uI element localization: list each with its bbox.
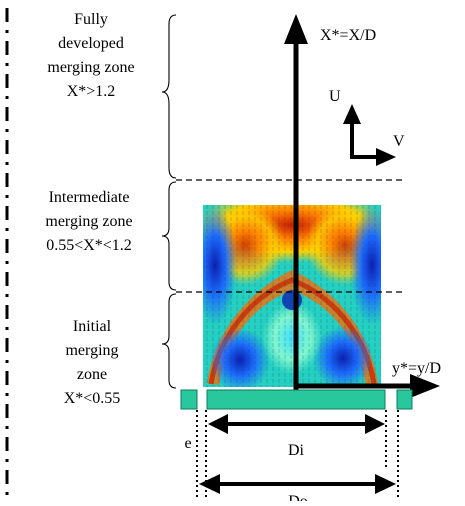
- zone-label-fully-developed: Fully developed merging zone X*>1.2: [47, 11, 134, 100]
- zone-3-line-4: X*<0.55: [64, 390, 121, 407]
- zone-3-line-1: Initial: [73, 318, 112, 335]
- y-axis-label: y*=y/D: [392, 360, 441, 377]
- nozzle-center: [206, 389, 386, 410]
- do-arrowhead-left: [199, 474, 220, 494]
- zone-3-line-3: zone: [77, 366, 107, 383]
- y-axis-arrowhead: [410, 374, 440, 398]
- zone-1-line-1: Fully: [74, 11, 108, 28]
- brace-intermediate: [161, 181, 177, 291]
- v-arrowhead: [376, 148, 396, 166]
- di-label: Di: [288, 442, 305, 459]
- u-arrowhead: [343, 104, 361, 124]
- nozzle-right: [396, 389, 413, 410]
- di-arrowhead-left: [208, 414, 228, 434]
- zone-2-line-3: 0.55<X*<1.2: [46, 237, 132, 254]
- e-label: e: [184, 435, 191, 452]
- do-label: Do: [288, 493, 308, 501]
- zone-2-line-1: Intermediate: [49, 189, 130, 206]
- brace-fully-developed: [161, 14, 177, 179]
- x-axis-arrowhead: [284, 14, 308, 44]
- u-label: U: [329, 88, 341, 105]
- zone-1-line-2: developed: [58, 35, 124, 52]
- di-arrowhead-right: [365, 414, 385, 434]
- zone-1-line-4: X*>1.2: [67, 83, 116, 100]
- zone-label-initial: Initial merging zone X*<0.55: [64, 318, 121, 407]
- zone-1-line-3: merging zone: [47, 59, 134, 76]
- zone-2-line-2: merging zone: [45, 213, 132, 230]
- v-label: V: [393, 133, 405, 150]
- zone-label-intermediate: Intermediate merging zone 0.55<X*<1.2: [45, 189, 132, 254]
- do-arrowhead-right: [375, 474, 396, 494]
- x-axis-label: X*=X/D: [320, 27, 376, 44]
- nozzle-left: [180, 389, 198, 410]
- zone-3-line-2: merging: [65, 342, 118, 359]
- brace-initial: [161, 293, 177, 389]
